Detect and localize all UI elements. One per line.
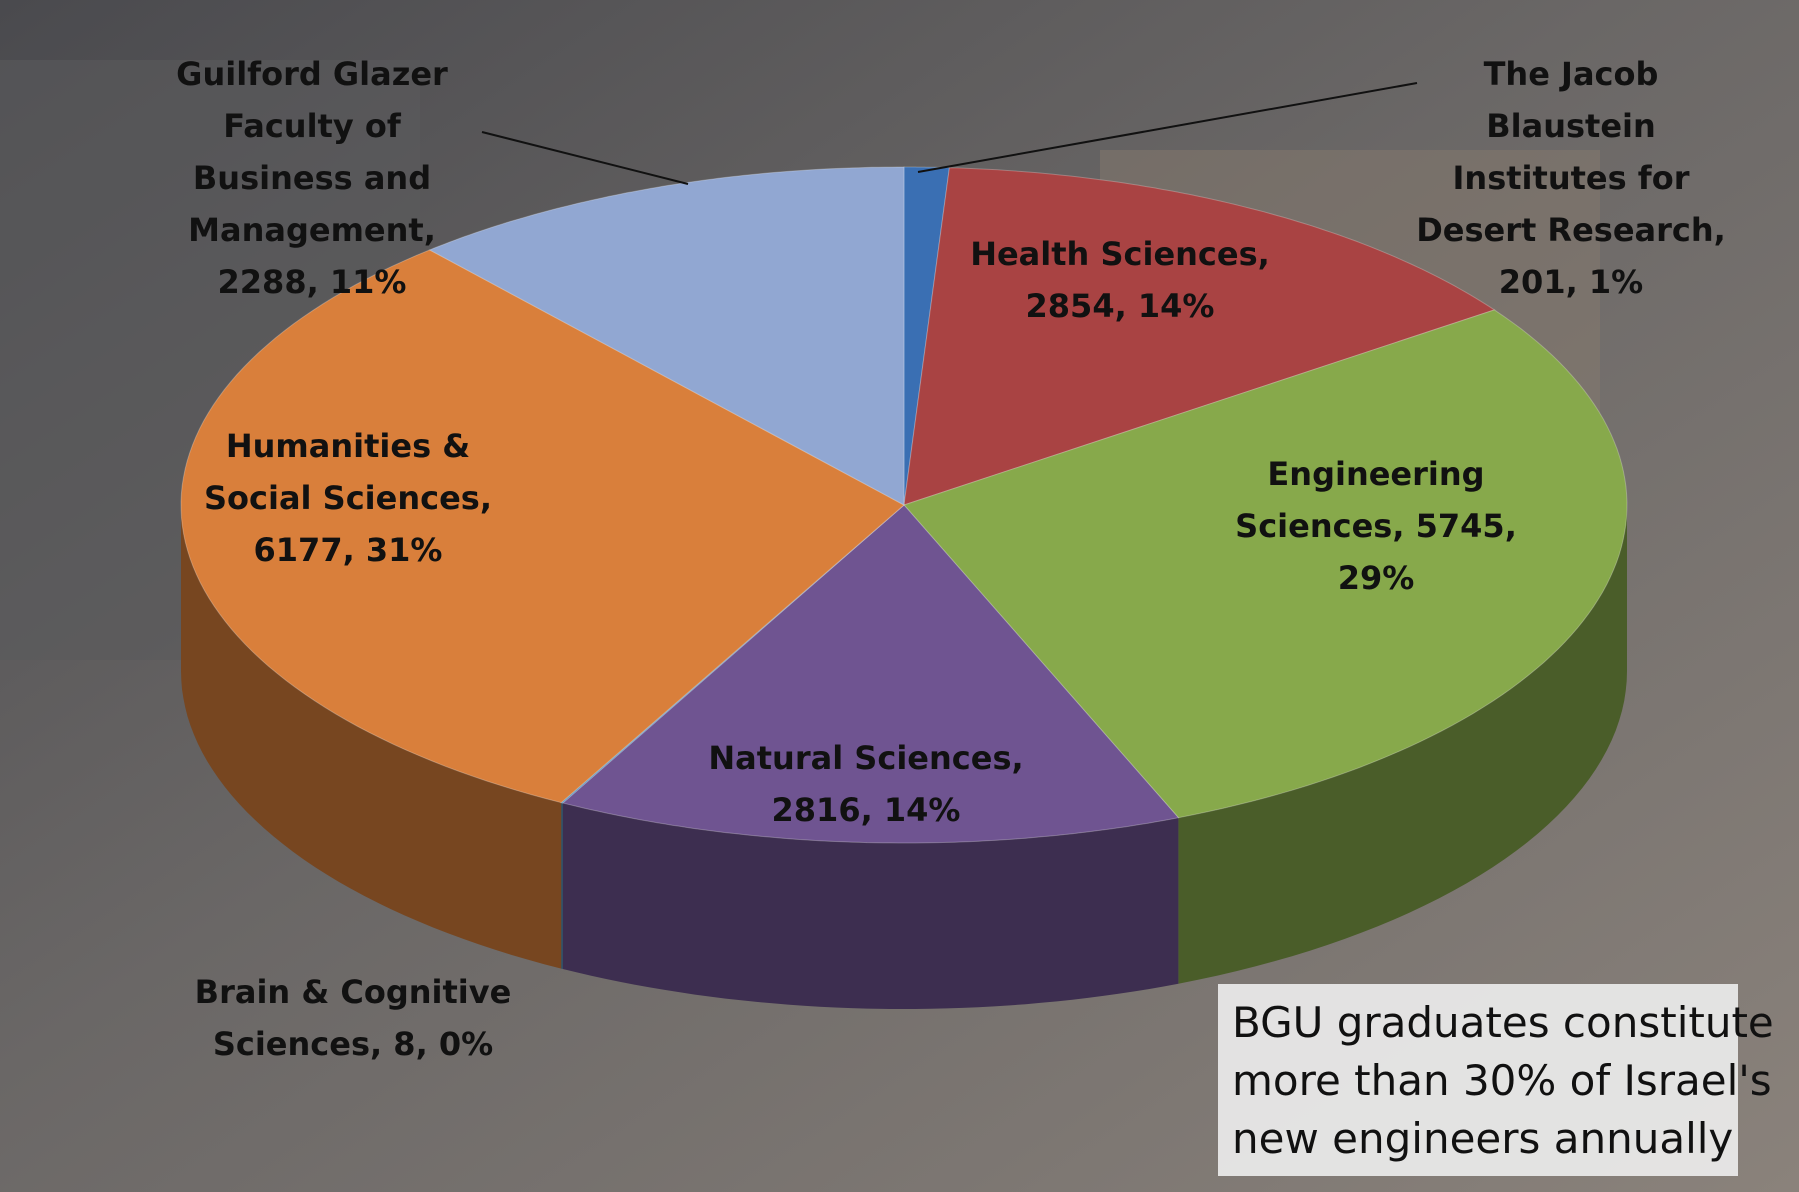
category-name: The Jacob Blaustein Institutes for Deser… [1416,55,1713,249]
category-name: Humanities & Social Sciences [204,427,480,517]
percent-label: 14% [884,791,961,829]
percent-label: 1% [1589,263,1643,301]
category-name: Health Sciences [970,235,1257,273]
category-name: Guilford Glazer Faculty of Business and … [176,55,448,249]
value-label: 2816 [772,791,861,829]
value-label: 201 [1499,263,1566,301]
data-label: Health Sciences, 2854, 14% [920,228,1320,332]
annotation-line: new engineers annually [1232,1110,1724,1168]
percent-label: 0% [439,1025,493,1063]
value-label: 2854 [1026,287,1115,325]
data-label: Engineering Sciences, 5745, 29% [1226,448,1526,604]
data-label: The Jacob Blaustein Institutes for Deser… [1416,48,1726,308]
data-label: Natural Sciences, 2816, 14% [686,732,1046,836]
data-label: Guilford Glazer Faculty of Business and … [140,48,485,308]
slide: The Jacob Blaustein Institutes for Deser… [0,0,1799,1192]
value-label: 5745 [1416,507,1505,545]
value-label: 6177 [254,531,343,569]
value-label: 2288 [218,263,307,301]
data-label: Humanities & Social Sciences, 6177, 31% [198,420,498,576]
percent-label: 31% [366,531,443,569]
slice-side [561,803,563,969]
percent-label: 14% [1138,287,1215,325]
value-label: 8 [393,1025,415,1063]
annotation-line: more than 30% of Israel's [1232,1052,1724,1110]
annotation-line: BGU graduates constitute [1232,994,1724,1052]
percent-label: 11% [330,263,407,301]
data-label: Brain & Cognitive Sciences, 8, 0% [183,966,523,1070]
percent-label: 29% [1338,559,1415,597]
category-name: Natural Sciences [708,739,1011,777]
